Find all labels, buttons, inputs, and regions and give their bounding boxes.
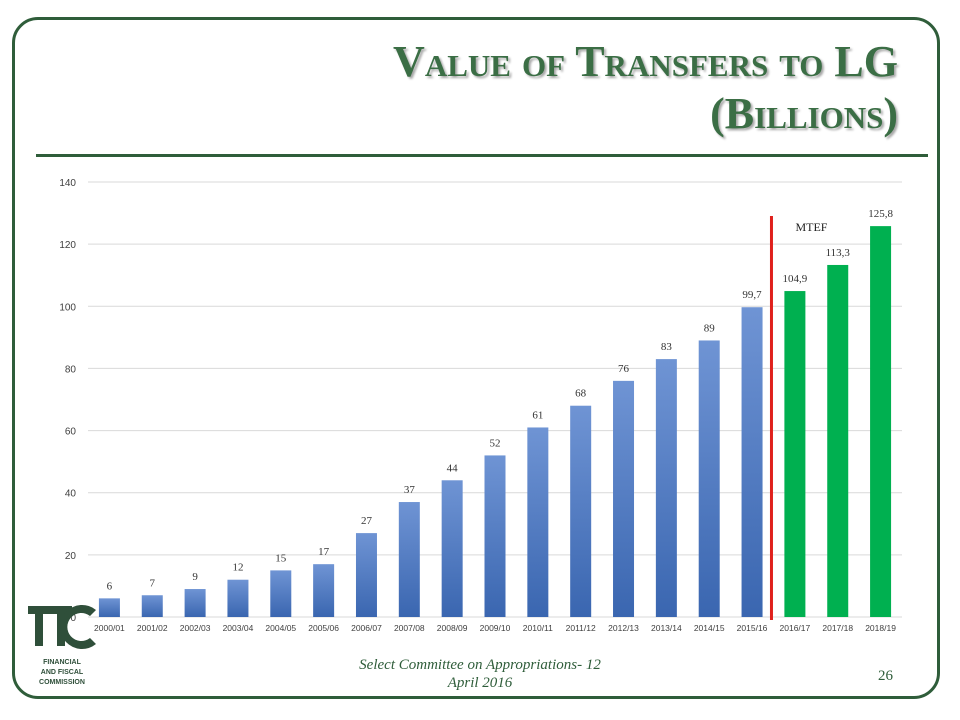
x-tick-label: 2011/12: [566, 623, 596, 633]
footer-line-1: Select Committee on Appropriations- 12: [359, 657, 601, 673]
x-tick-label: 2014/15: [694, 623, 725, 633]
title-line-2: (Billions): [710, 89, 898, 138]
ffc-logo-mark: [28, 605, 96, 649]
y-tick-label: 100: [59, 302, 76, 313]
bar: [98, 598, 120, 617]
x-tick-label: 2001/02: [137, 623, 168, 633]
y-tick-label: 140: [59, 178, 76, 189]
bar: [270, 570, 292, 617]
bar: [227, 579, 249, 617]
data-label: 125,8: [868, 208, 893, 220]
logo-line-3: COMMISSION: [39, 679, 85, 686]
x-tick-label: 2006/07: [351, 623, 382, 633]
y-tick-label: 0: [70, 613, 76, 624]
x-tick-label: 2009/10: [480, 623, 511, 633]
data-label: 113,3: [826, 247, 851, 259]
data-label: 15: [275, 552, 287, 564]
data-label: 104,9: [783, 273, 808, 285]
data-label: 37: [404, 484, 416, 496]
slide-title: Value of Transfers to LG (Billions): [278, 36, 898, 140]
bar: [870, 226, 892, 617]
data-label: 6: [107, 580, 113, 592]
page-number: 26: [878, 668, 893, 684]
x-tick-label: 2013/14: [651, 623, 682, 633]
bar: [827, 264, 849, 617]
data-label: 17: [318, 546, 330, 558]
x-tick-label: 2018/19: [865, 623, 896, 633]
bar: [484, 455, 506, 617]
data-label: 68: [575, 388, 587, 400]
bar: [398, 502, 420, 617]
bar: [527, 427, 549, 617]
x-tick-label: 2003/04: [223, 623, 254, 633]
bar: [184, 589, 206, 617]
x-tick-label: 2002/03: [180, 623, 211, 633]
bar: [313, 564, 335, 617]
mtef-annotation: MTEF: [795, 220, 827, 234]
bar: [570, 405, 592, 617]
label-layer: 0 20 40 60 80 100 120 140 6 2000/01 7 2001/02 9 2002/…: [59, 178, 896, 633]
x-tick-label: 2008/09: [437, 623, 468, 633]
bar: [355, 533, 377, 617]
data-label: 7: [150, 577, 156, 589]
x-tick-label: 2000/01: [94, 623, 125, 633]
data-label: 83: [661, 341, 673, 353]
bar: [441, 480, 463, 617]
bar: [741, 307, 763, 617]
x-tick-label: 2016/17: [780, 623, 811, 633]
bar: [655, 359, 677, 617]
x-tick-label: 2007/08: [394, 623, 425, 633]
footer-line-2: April 2016: [447, 675, 513, 691]
y-tick-label: 40: [65, 489, 77, 500]
x-tick-label: 2010/11: [523, 623, 553, 633]
data-label: 89: [704, 322, 716, 334]
data-label: 61: [532, 409, 543, 421]
x-tick-label: 2004/05: [265, 623, 296, 633]
logo-line-2: AND FISCAL: [41, 669, 84, 676]
data-label: 99,7: [742, 289, 762, 301]
data-label: 27: [361, 515, 373, 527]
y-tick-label: 20: [65, 551, 77, 562]
y-tick-label: 120: [59, 240, 76, 251]
bar: [698, 340, 720, 617]
ffc-logo: FINANCIAL AND FISCAL COMMISSION: [28, 605, 96, 686]
bar: [784, 291, 806, 617]
data-label: 44: [447, 462, 459, 474]
y-tick-label: 60: [65, 427, 77, 438]
x-tick-label: 2015/16: [737, 623, 768, 633]
bar-layer: [98, 216, 892, 620]
data-label: 76: [618, 363, 630, 375]
data-label: 12: [232, 562, 243, 574]
title-divider: [36, 154, 928, 157]
x-tick-label: 2017/18: [822, 623, 853, 633]
title-line-1: Value of Transfers to LG: [393, 37, 898, 86]
bar: [141, 595, 163, 617]
slide-footer: Select Committee on Appropriations- 12 A…: [330, 656, 630, 692]
y-tick-label: 80: [65, 364, 77, 375]
x-tick-label: 2012/13: [608, 623, 639, 633]
x-tick-label: 2005/06: [308, 623, 339, 633]
data-label: 52: [490, 437, 501, 449]
data-label: 9: [192, 571, 198, 583]
logo-line-1: FINANCIAL: [43, 659, 81, 666]
bar: [613, 380, 635, 617]
